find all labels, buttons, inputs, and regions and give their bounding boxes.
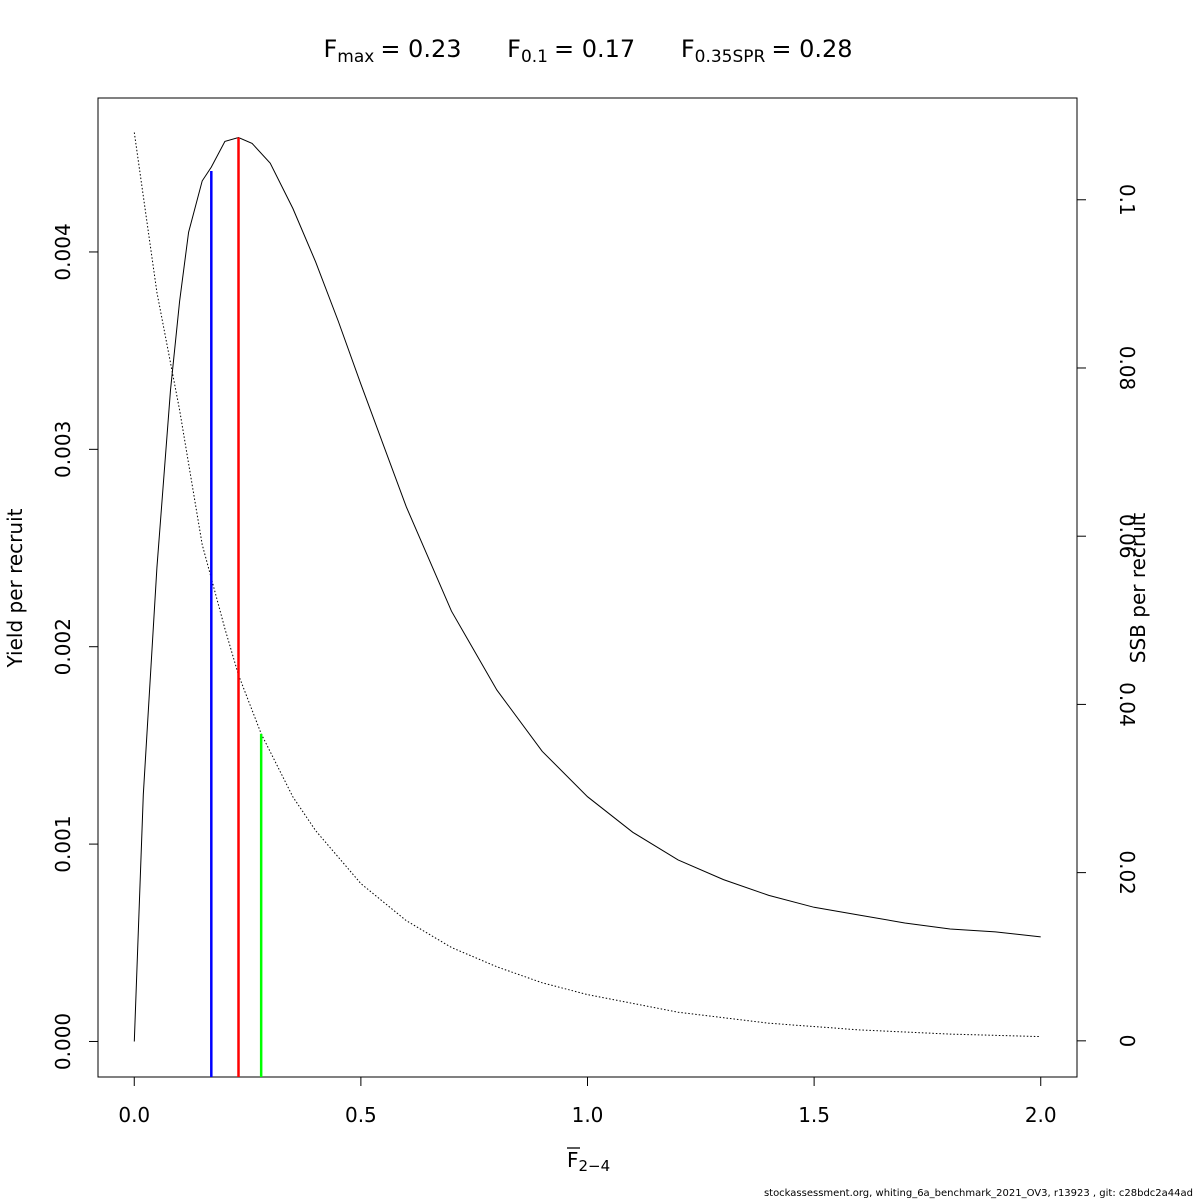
title-f01-sub: 0.1 bbox=[521, 47, 548, 67]
y-left-tick-label: 0.004 bbox=[51, 223, 75, 280]
y-left-tick-label: 0.001 bbox=[51, 815, 75, 872]
title-fspr-label: F bbox=[681, 35, 695, 63]
y-left-tick-label: 0.003 bbox=[51, 421, 75, 478]
x-axis-label: F2−4 bbox=[567, 1147, 610, 1175]
y-right-axis-label: SSB per recruit bbox=[1126, 513, 1150, 664]
y-right-tick-label: 0.08 bbox=[1115, 346, 1139, 391]
x-tick-label: 0.5 bbox=[345, 1103, 377, 1127]
y-right-tick-label: 0.02 bbox=[1115, 850, 1139, 895]
title-f01-value: = 0.17 bbox=[554, 35, 635, 63]
y-right-tick-label: 0.1 bbox=[1115, 184, 1139, 216]
title-fmax-value: = 0.23 bbox=[380, 35, 461, 63]
title-f01-label: F bbox=[507, 35, 521, 63]
y-right-tick-label: 0 bbox=[1115, 1034, 1139, 1047]
y-right-tick-label: 0.04 bbox=[1115, 682, 1139, 727]
x-axis-label-main: F bbox=[567, 1148, 579, 1172]
chart-title: Fmax = 0.23 F0.1 = 0.17 F0.35SPR = 0.28 bbox=[323, 35, 852, 67]
title-fspr-value: = 0.28 bbox=[771, 35, 852, 63]
title-fspr-sub: 0.35SPR bbox=[695, 47, 766, 67]
y-left-axis-label: Yield per recruit bbox=[3, 508, 27, 668]
x-tick-label: 1.0 bbox=[572, 1103, 604, 1127]
title-fmax-label: F bbox=[323, 35, 337, 63]
y-right-tick-label: 0.06 bbox=[1115, 514, 1139, 559]
svg-text:F2−4: F2−4 bbox=[567, 1148, 610, 1175]
x-tick-label: 1.5 bbox=[798, 1103, 830, 1127]
x-axis-label-sub: 2−4 bbox=[579, 1157, 611, 1175]
y-left-tick-label: 0.002 bbox=[51, 618, 75, 675]
x-tick-label: 0.0 bbox=[118, 1103, 150, 1127]
ssb-per-recruit-line bbox=[133, 132, 1041, 1038]
title-fmax-sub: max bbox=[337, 47, 374, 67]
yield-per-recruit-line bbox=[133, 136, 1041, 1042]
footer-credit: stockassessment.org, whiting_6a_benchmar… bbox=[764, 1188, 1193, 1199]
plot-frame bbox=[97, 97, 1078, 1078]
y-left-tick-label: 0.000 bbox=[51, 1013, 75, 1070]
x-tick-label: 2.0 bbox=[1025, 1103, 1057, 1127]
